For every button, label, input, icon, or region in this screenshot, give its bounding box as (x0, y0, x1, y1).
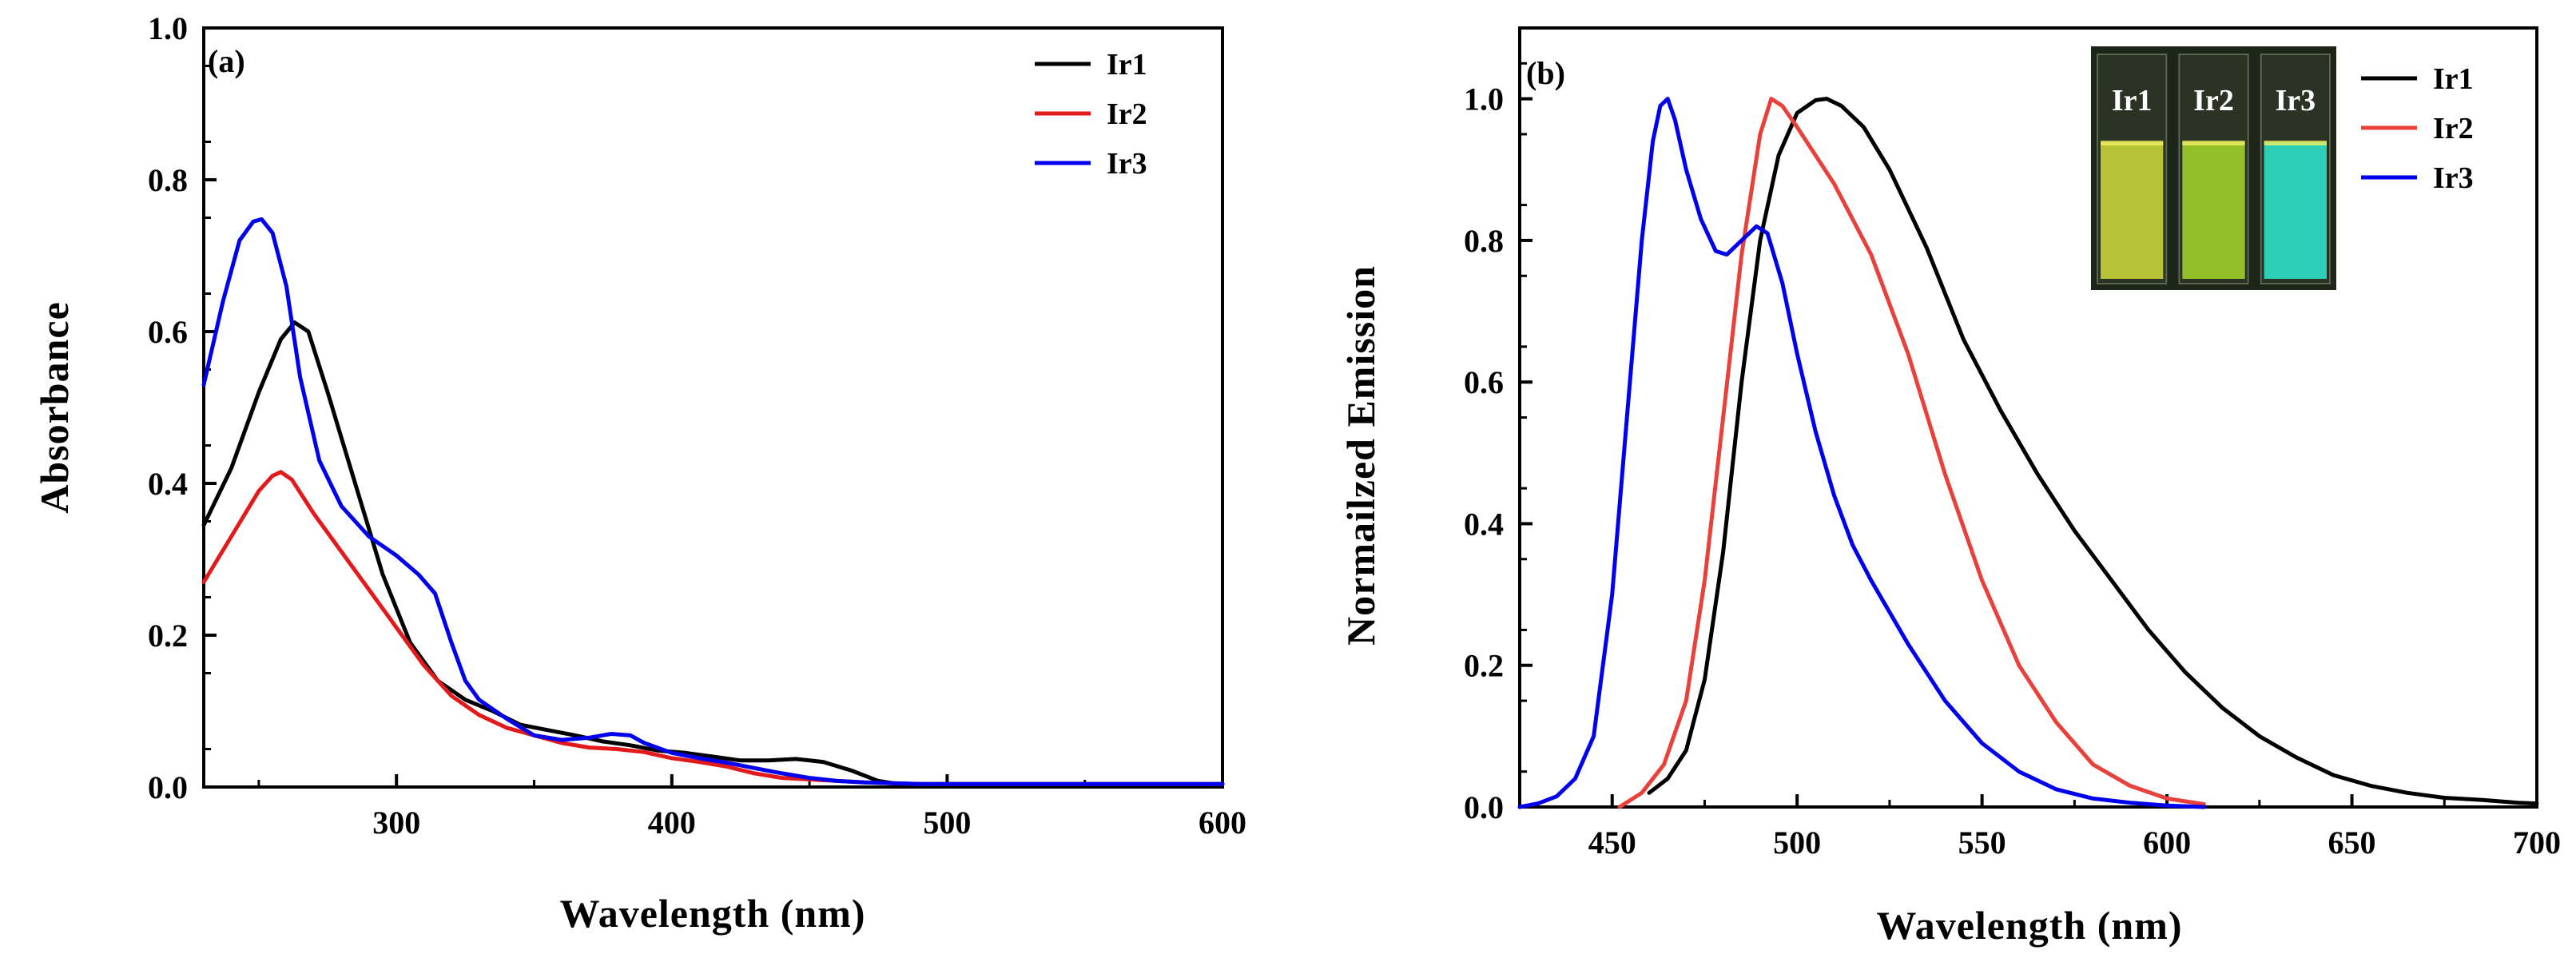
cuvette-solution (2101, 142, 2164, 279)
legend-label-ir1: Ir1 (2433, 62, 2474, 96)
series-line-ir2 (1617, 97, 2206, 809)
cuvette-meniscus (2182, 141, 2245, 145)
cuvette-label: Ir2 (2193, 84, 2234, 117)
cuvette-label: Ir3 (2276, 84, 2316, 117)
panel-b-series (1517, 97, 2539, 809)
panel-a-plot-frame (202, 26, 1224, 789)
y-tick-label: 0.8 (148, 162, 188, 198)
cuvette-label: Ir1 (2112, 84, 2153, 117)
x-tick-label: 650 (2328, 825, 2376, 861)
y-tick-label: 0.0 (1464, 789, 1504, 825)
y-tick-label: 0.6 (148, 314, 188, 350)
x-tick-label: 600 (1199, 805, 1246, 841)
legend-label-ir3: Ir3 (1107, 147, 1147, 181)
x-tick-label: 400 (648, 805, 696, 841)
x-tick-label: 500 (923, 805, 971, 841)
series-line-ir1 (1647, 97, 2539, 806)
series-line-ir2 (201, 470, 1225, 786)
x-tick-label: 500 (1773, 825, 1821, 861)
y-tick-label: 0.2 (1464, 648, 1504, 684)
y-tick-label: 0.6 (1464, 364, 1504, 400)
panel-a-legend: Ir1 Ir2 Ir3 (1035, 48, 1147, 181)
x-tick-label: 700 (2513, 825, 2561, 861)
y-tick-label: 0.8 (1464, 223, 1504, 259)
x-tick-label: 550 (1958, 825, 2006, 861)
y-tick-label: 0.4 (1464, 506, 1504, 542)
panel-b-label: (b) (1526, 55, 1565, 91)
x-tick-label: 300 (372, 805, 420, 841)
panel-b-legend: Ir1 Ir2 Ir3 (2361, 62, 2474, 195)
legend-label-ir1: Ir1 (1107, 48, 1147, 81)
y-tick-label: 1.0 (1464, 81, 1504, 117)
panel-b-x-axis-title: Wavelength (nm) (1876, 903, 2182, 948)
panel-a-absorbance-chart: 300 400 500 600 0.0 0.2 0.4 0.6 0.8 1.0 (a) Wavel… (32, 10, 1246, 936)
y-tick-label: 0.0 (148, 769, 188, 805)
x-tick-label: 450 (1588, 825, 1636, 861)
y-tick-label: 1.0 (148, 10, 188, 46)
legend-label-ir3: Ir3 (2433, 161, 2474, 195)
series-line-ir1 (201, 320, 1225, 786)
panel-b-ticks: 450 500 550 600 650 700 0.0 0.2 0.4 0.6 0.8 1.0 (1464, 62, 2561, 861)
cuvette-solution (2182, 142, 2245, 279)
cuvette-solution (2264, 142, 2327, 279)
panel-a-label: (a) (208, 43, 245, 79)
panel-b-emission-chart: 450 500 550 600 650 700 0.0 0.2 0.4 0.6 0.8 1.0 (b)… (1338, 26, 2561, 948)
panel-b-inset-photo: Ir1 Ir2 Ir3 (2091, 46, 2336, 290)
legend-label-ir2: Ir2 (2433, 112, 2474, 145)
panel-b-plot-frame (1518, 26, 2538, 809)
y-tick-label: 0.4 (148, 466, 188, 502)
panel-b-y-axis-title: Normailzed Emission (1338, 265, 1383, 646)
series-line-ir3 (1517, 97, 2206, 809)
y-tick-label: 0.2 (148, 618, 188, 654)
cuvette-meniscus (2101, 141, 2164, 145)
cuvette-meniscus (2264, 141, 2327, 145)
legend-label-ir2: Ir2 (1107, 97, 1147, 131)
panel-a-ticks: 300 400 500 600 0.0 0.2 0.4 0.6 0.8 1.0 (148, 10, 1246, 841)
panel-a-series (201, 217, 1225, 786)
series-line-ir3 (201, 217, 1225, 786)
x-tick-label: 600 (2143, 825, 2191, 861)
panel-a-y-axis-title: Absorbance (32, 301, 77, 514)
panel-a-x-axis-title: Wavelength (nm) (559, 891, 865, 936)
